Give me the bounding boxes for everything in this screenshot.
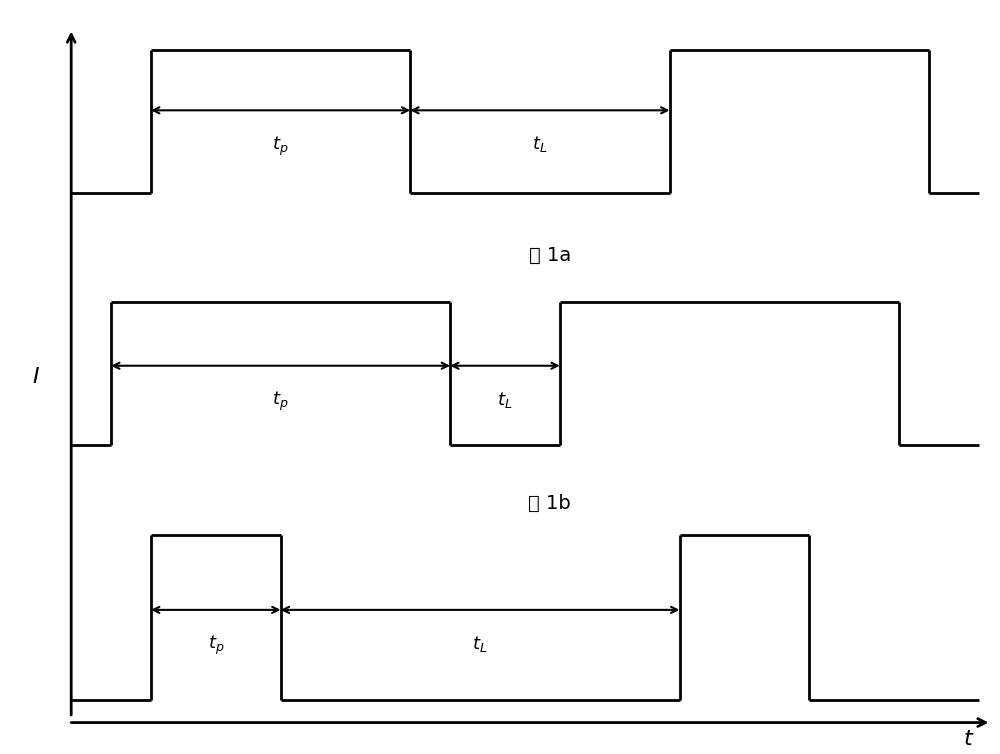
- Text: $t$: $t$: [963, 729, 974, 749]
- Text: 图 1a: 图 1a: [529, 246, 571, 265]
- Text: $t_p$: $t_p$: [272, 134, 289, 158]
- Text: 图 1b: 图 1b: [528, 493, 571, 513]
- Text: $t_p$: $t_p$: [208, 634, 224, 657]
- Text: $t_L$: $t_L$: [532, 134, 548, 155]
- Text: $I$: $I$: [32, 367, 40, 387]
- Text: $t_L$: $t_L$: [497, 390, 513, 409]
- Text: $t_L$: $t_L$: [472, 634, 488, 654]
- Text: $t_p$: $t_p$: [272, 390, 289, 413]
